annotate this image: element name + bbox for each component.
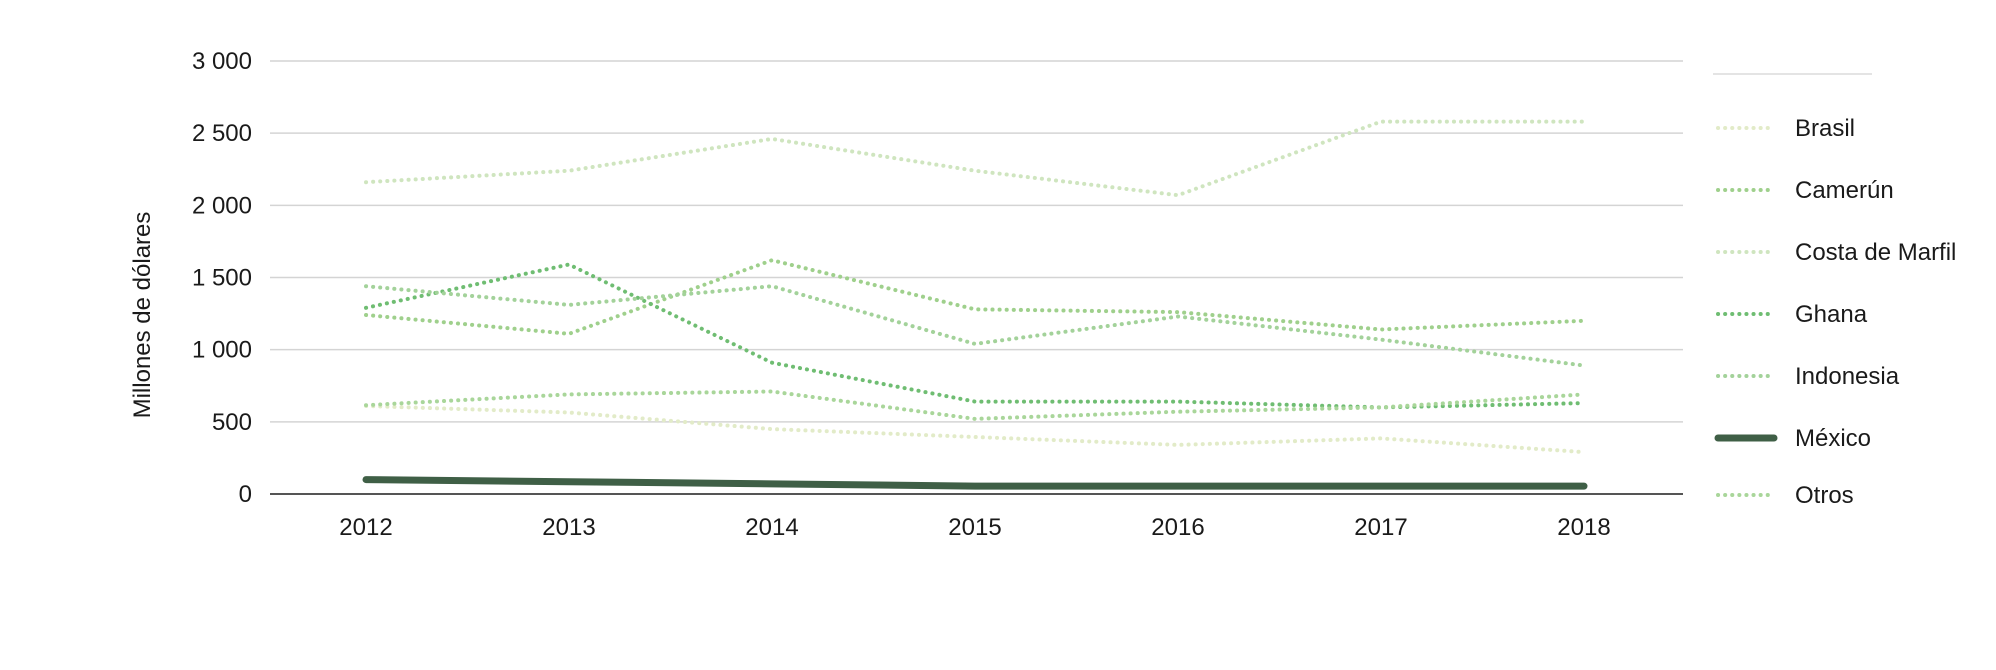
legend-label: Otros xyxy=(1795,482,1854,509)
legend-label: Indonesia xyxy=(1795,363,1900,390)
gridlines xyxy=(270,60,1683,423)
x-tick-label: 2012 xyxy=(339,514,392,541)
series-line-camerún xyxy=(364,258,1586,336)
legend-label: Costa de Marfil xyxy=(1795,239,1956,266)
y-tick-label: 1 500 xyxy=(192,265,252,292)
series-line-otros xyxy=(364,389,1586,421)
legend-label: México xyxy=(1795,425,1871,452)
x-tick-label: 2013 xyxy=(542,514,595,541)
x-tick-label: 2015 xyxy=(948,514,1001,541)
y-tick-label: 1 000 xyxy=(192,337,252,364)
y-axis-title: Millones de dólares xyxy=(129,212,156,419)
x-tick-label: 2018 xyxy=(1557,514,1610,541)
legend: Brasil Camerún Costa de Marfil Ghana Indones… xyxy=(1713,73,1956,509)
x-tick-label: 2016 xyxy=(1151,514,1204,541)
y-tick-label: 3 000 xyxy=(192,48,252,75)
x-tick-label: 2014 xyxy=(745,514,798,541)
legend-label: Brasil xyxy=(1795,115,1855,142)
series-line-brasil xyxy=(364,404,1586,455)
series-line-ghana xyxy=(364,262,1586,410)
legend-label: Ghana xyxy=(1795,301,1868,328)
y-tick-label: 2 000 xyxy=(192,192,252,219)
series-line-costa-de-marfil xyxy=(364,119,1586,198)
x-tick-label: 2017 xyxy=(1354,514,1407,541)
y-tick-label: 2 500 xyxy=(192,120,252,147)
series-lines xyxy=(362,119,1588,490)
series-line-méxico xyxy=(362,476,1588,490)
axes: 0 500 1 000 1 500 2 000 2 500 3 000 2012 2013 201… xyxy=(192,48,1683,541)
y-tick-label: 0 xyxy=(239,481,252,508)
legend-label: Camerún xyxy=(1795,177,1894,204)
y-tick-label: 500 xyxy=(212,409,252,436)
series-line-indonesia xyxy=(364,284,1586,368)
